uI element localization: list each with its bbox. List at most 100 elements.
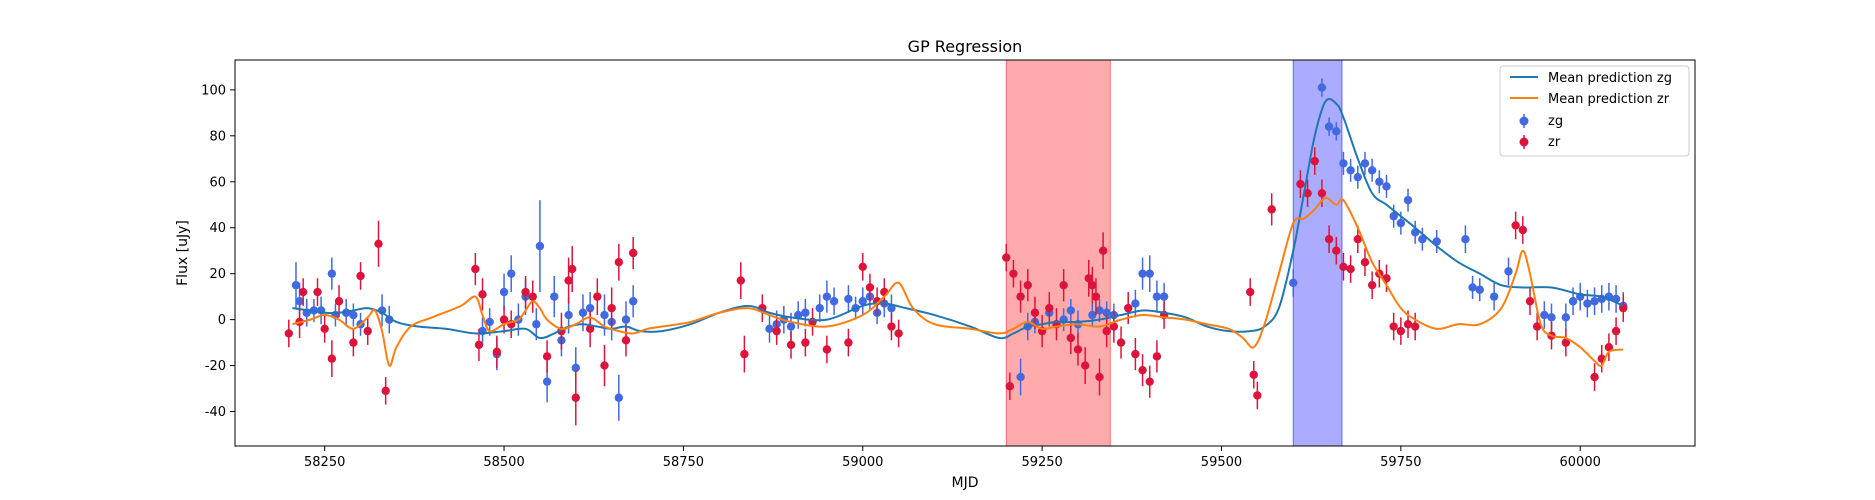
point-zr [356, 271, 365, 281]
point-zg [295, 297, 304, 306]
point-zr [381, 386, 390, 396]
x-axis-label: MJD [952, 475, 979, 491]
point-zg [1504, 267, 1513, 276]
point-zg [1568, 297, 1578, 306]
point-zg [349, 310, 358, 320]
y-tick-label: 100 [201, 83, 226, 98]
point-zr [1332, 246, 1341, 255]
x-tick-label: 60000 [1560, 455, 1601, 470]
point-zr [1091, 292, 1101, 301]
point-zr [320, 324, 329, 334]
legend: Mean prediction zg Mean prediction zr zg… [1499, 65, 1690, 157]
point-zg [542, 377, 552, 386]
point-zr [887, 322, 896, 331]
point-zg [1389, 212, 1398, 221]
point-zr [1410, 322, 1420, 331]
point-zr [1084, 274, 1093, 283]
point-zg [535, 241, 545, 251]
chart-title: GP Regression [908, 37, 1023, 56]
x-tick-label: 59250 [1021, 455, 1062, 470]
point-zr [1073, 345, 1083, 354]
point-zg [858, 297, 867, 306]
point-zg [1131, 299, 1140, 308]
point-zr [621, 336, 631, 345]
mean-prediction-line-zg [292, 98, 1624, 340]
point-zg [507, 269, 516, 278]
legend-label-zg-points: zg [1548, 114, 1563, 129]
point-zr [1532, 322, 1542, 331]
point-zg [1346, 166, 1355, 175]
x-tick-label: 59000 [842, 455, 883, 470]
legend-swatch-zg-marker [1519, 116, 1529, 126]
x-tick-label: 58500 [483, 455, 524, 470]
point-zr [1511, 221, 1520, 230]
point-zr [1124, 303, 1133, 313]
point-zr [1525, 297, 1535, 306]
point-zg [628, 297, 638, 306]
point-zg [532, 320, 541, 329]
point-zr [1310, 156, 1319, 166]
point-zr [1296, 179, 1305, 189]
point-zg [1540, 310, 1549, 320]
legend-label-zr-line: Mean prediction zr [1548, 92, 1670, 107]
point-zg [1332, 127, 1341, 136]
point-zr [865, 283, 875, 292]
point-zr [1152, 352, 1162, 361]
point-zr [567, 264, 577, 274]
x-tick-label: 58750 [663, 455, 704, 470]
point-zg [829, 297, 839, 306]
point-zg [1382, 182, 1391, 191]
point-zr [1339, 262, 1348, 271]
data-points [284, 78, 1628, 426]
y-tick-label: 60 [209, 175, 226, 190]
point-zg [1353, 172, 1363, 182]
point-zr [1253, 391, 1262, 400]
point-zg [1489, 292, 1499, 301]
point-zg [1159, 292, 1169, 301]
x-tick-label: 58250 [304, 455, 345, 470]
point-zr [1245, 287, 1255, 297]
y-tick-label: 80 [209, 129, 226, 144]
point-zg [844, 294, 853, 304]
x-tick-label: 59750 [1380, 455, 1421, 470]
point-zr [1619, 303, 1628, 313]
point-zr [1389, 322, 1398, 331]
point-zg [327, 269, 337, 278]
legend-label-zr-points: zr [1548, 135, 1561, 150]
point-zr [1116, 338, 1126, 347]
point-zg [1561, 313, 1571, 322]
x-tick-label: 59500 [1201, 455, 1242, 470]
point-zr [542, 352, 552, 361]
point-zr [298, 287, 308, 297]
point-zr [1138, 365, 1147, 375]
point-zr [1317, 189, 1327, 198]
point-zg [1324, 122, 1334, 131]
point-zr [528, 292, 537, 301]
point-zr [1059, 280, 1068, 290]
point-zr [1109, 322, 1119, 331]
mean-prediction-line-zr [292, 196, 1624, 367]
point-zr [1016, 292, 1025, 301]
point-zr [499, 315, 509, 324]
point-zr [1303, 189, 1312, 198]
point-zg [1152, 292, 1162, 301]
point-zr [822, 345, 832, 354]
point-zg [1095, 306, 1104, 315]
y-axis-ticks: -40 -20 0 20 40 60 80 100 [201, 83, 235, 420]
point-zg [291, 280, 301, 290]
point-zg [815, 303, 824, 313]
point-zr [313, 287, 322, 297]
point-zr [1360, 257, 1370, 267]
point-zg [1145, 269, 1154, 278]
point-zg [564, 310, 573, 320]
point-zg [1461, 235, 1470, 244]
point-zr [1145, 377, 1154, 386]
point-zr [593, 292, 602, 301]
point-zg [600, 310, 609, 320]
point-zr [736, 276, 745, 285]
point-zg [1396, 218, 1406, 228]
plot-frame [234, 59, 1696, 447]
y-tick-label: -40 [205, 405, 226, 420]
point-zr [1023, 280, 1032, 290]
point-zg [499, 287, 509, 297]
